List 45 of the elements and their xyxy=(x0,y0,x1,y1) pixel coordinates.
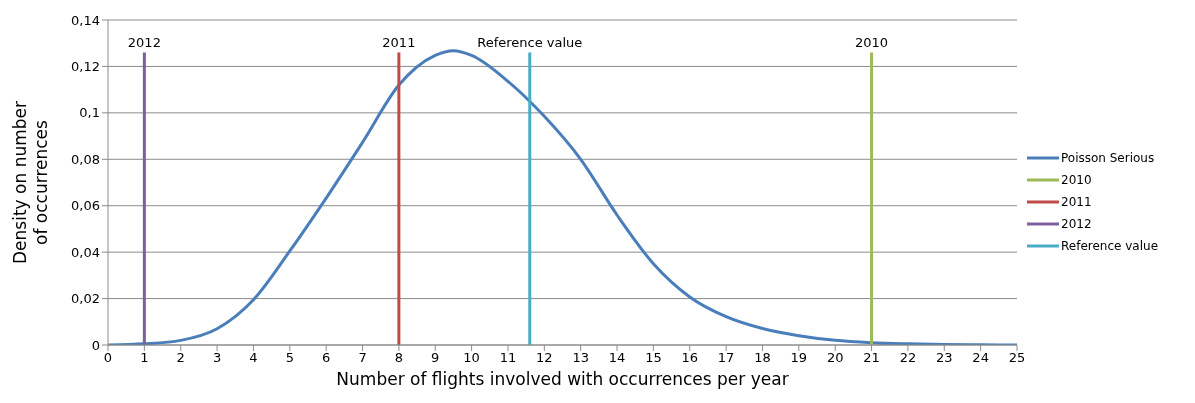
x-tick-label: 5 xyxy=(285,350,294,366)
x-tick-label: 10 xyxy=(463,350,480,366)
y-tick-label: 0,12 xyxy=(71,59,100,75)
y-tick-label: 0,08 xyxy=(71,151,100,167)
text: Reference value xyxy=(477,34,583,50)
legend-label: Poisson Serious xyxy=(1061,149,1155,167)
x-tick-label: 17 xyxy=(717,350,735,366)
x-tick-label: 19 xyxy=(790,350,808,366)
y-axis-title: Density on number of occurrences xyxy=(10,101,51,264)
legend-label: 2010 xyxy=(1061,171,1092,189)
x-tick-label: 9 xyxy=(431,350,440,366)
legend-label: 2011 xyxy=(1061,193,1092,211)
x-tick-label: 6 xyxy=(322,350,331,366)
x-tick-label: 21 xyxy=(863,350,880,366)
y-tick-label: 0,02 xyxy=(71,291,100,307)
x-tick-label: 11 xyxy=(499,350,517,366)
x-tick-label: 24 xyxy=(972,350,989,366)
x-tick-label: 18 xyxy=(754,350,771,366)
y-tick-label: 0,06 xyxy=(71,198,100,214)
x-tick-label: 16 xyxy=(681,350,699,366)
x-tick-label: 1 xyxy=(140,350,149,366)
x-tick-label: 2 xyxy=(176,350,185,366)
x-tick-label: 0 xyxy=(103,350,113,366)
x-tick-label: 22 xyxy=(899,350,917,366)
legend-label: 2012 xyxy=(1061,215,1092,233)
x-tick-label: 4 xyxy=(249,350,258,366)
x-tick-label: 14 xyxy=(608,350,626,366)
text: 2010 xyxy=(855,34,889,50)
x-tick-label: 15 xyxy=(645,350,662,366)
text: 2012 xyxy=(127,34,161,50)
x-tick-label: 20 xyxy=(826,350,844,366)
x-tick-label: 12 xyxy=(536,350,553,366)
x-tick-label: 8 xyxy=(394,350,404,366)
x-axis-title: Number of flights involved with occurrences per year xyxy=(336,369,789,389)
y-tick-label: 0,1 xyxy=(79,105,100,121)
y-tick-label: 0,04 xyxy=(71,244,100,260)
y-tick-label: 0,14 xyxy=(71,12,100,28)
x-tick-label: 23 xyxy=(936,350,953,366)
y-tick-label: 0 xyxy=(91,337,100,353)
x-tick-label: 25 xyxy=(1008,350,1026,366)
x-tick-label: 7 xyxy=(358,350,367,366)
x-tick-label: 13 xyxy=(572,350,589,366)
x-tick-label: 3 xyxy=(212,350,222,366)
legend-label: Reference value xyxy=(1061,237,1159,255)
text: 2011 xyxy=(382,34,416,50)
